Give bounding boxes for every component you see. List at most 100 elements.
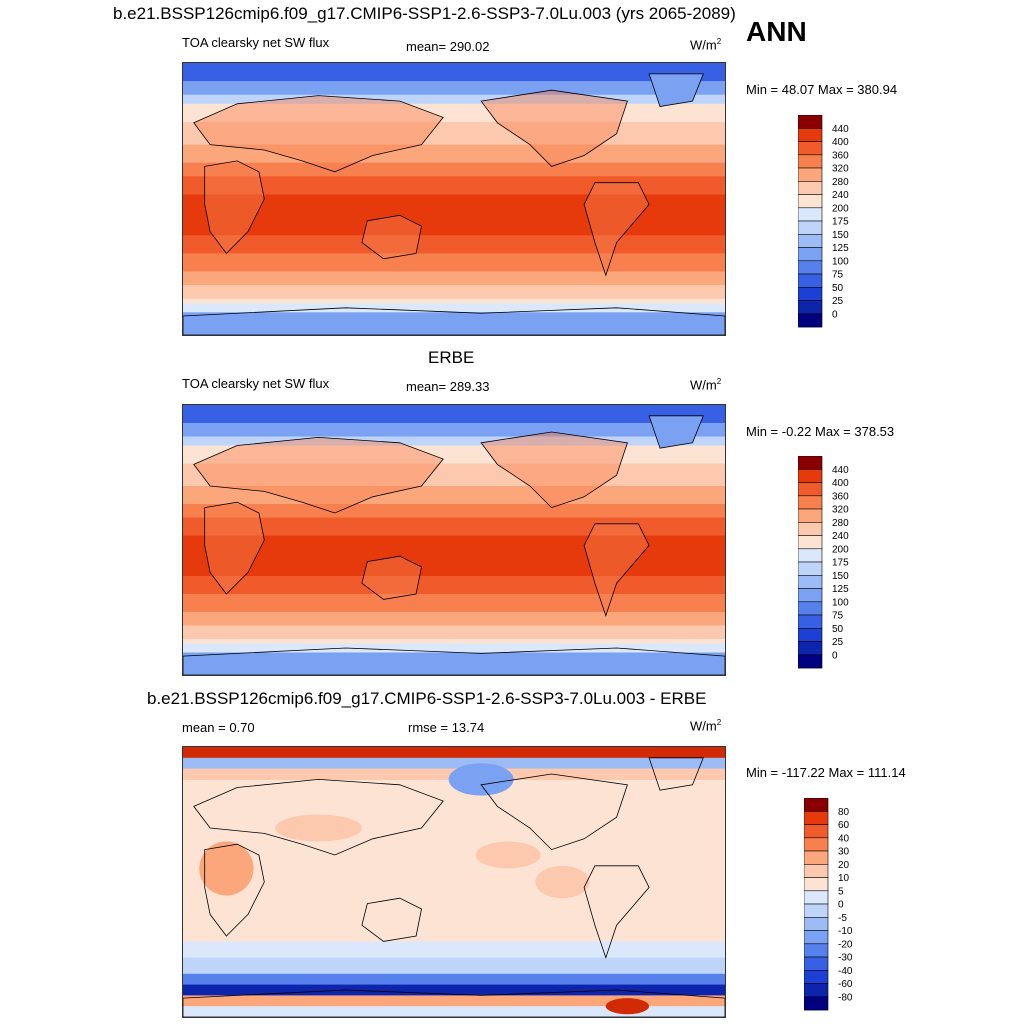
colorbar-tick-label: 0 [832, 650, 838, 661]
colorbar-tick-label: 100 [832, 256, 849, 267]
colorbar-swatch [803, 970, 829, 984]
panel2-units: W/m2 [690, 377, 722, 393]
panel2-mean-label: mean= 289.33 [406, 379, 490, 394]
colorbar-swatch [803, 903, 829, 918]
colorbar-tick-label: 320 [832, 164, 849, 175]
panel2-minmax: Min = -0.22 Max = 378.53 [746, 424, 895, 439]
colorbar-swatch [797, 508, 823, 523]
panel3-title: b.e21.BSSP126cmip6.f09_g17.CMIP6-SSP1-2.… [147, 689, 707, 708]
colorbar-swatch [803, 943, 829, 958]
colorbar-tick-label: 60 [838, 820, 850, 831]
colorbar-swatch [797, 207, 823, 222]
colorbar-swatch [797, 535, 823, 550]
panel2-colorbar: 440 400 360 320 280 240 200 175 150 125 100 75 50 25 0 [797, 455, 888, 676]
colorbar-swatch [803, 877, 829, 892]
colorbar-swatch [797, 154, 823, 169]
colorbar-tick-label: 150 [832, 571, 849, 582]
panel3-map [182, 746, 726, 1018]
colorbar-tick-label: 10 [838, 873, 850, 884]
colorbar-swatch [797, 641, 823, 656]
colorbar-swatch [797, 167, 823, 182]
colorbar-swatch [803, 811, 829, 825]
colorbar-tick-label: 280 [832, 177, 849, 188]
colorbar-swatch [797, 194, 823, 209]
colorbar-swatch [797, 220, 823, 235]
colorbar-tick-label: 240 [832, 190, 849, 201]
colorbar-tick-label: 50 [832, 624, 844, 635]
page-title: b.e21.BSSP126cmip6.f09_g17.CMIP6-SSP1-2.… [113, 4, 736, 23]
colorbar-swatch [803, 996, 829, 1011]
colorbar-swatch [797, 482, 823, 497]
colorbar-tick-label: 320 [832, 505, 849, 516]
colorbar-swatch [803, 824, 829, 839]
panel3-mean-label: mean = 0.70 [182, 720, 255, 735]
colorbar-tick-label: 280 [832, 518, 849, 529]
panel3-minmax: Min = -117.22 Max = 111.14 [746, 765, 906, 780]
colorbar-swatch [797, 588, 823, 603]
colorbar-tick-label: 50 [832, 283, 844, 294]
colorbar-tick-label: 440 [832, 124, 849, 135]
colorbar-tick-label: 360 [832, 491, 849, 502]
colorbar-swatch [797, 548, 823, 563]
colorbar-tick-label: 440 [832, 465, 849, 476]
colorbar-tick-label: 400 [832, 137, 849, 148]
panel1-units: W/m2 [690, 37, 722, 53]
colorbar-tick-label: 0 [832, 309, 838, 320]
colorbar-tick-label: 0 [838, 900, 844, 911]
colorbar-swatch [797, 614, 823, 629]
panel1-variable-label: TOA clearsky net SW flux [182, 35, 330, 50]
colorbar-swatch [797, 561, 823, 576]
colorbar-tick-label: 25 [832, 296, 844, 307]
colorbar-swatch [797, 495, 823, 510]
colorbar-tick-label: 125 [832, 243, 849, 254]
colorbar-swatch [797, 455, 823, 470]
panel1-map [182, 62, 726, 336]
panel3-colorbar: 80 60 40 30 20 10 5 0 -5 -10 -20 -30 -40 -60 -80 [803, 797, 894, 1018]
panel2-map [182, 404, 726, 676]
colorbar-tick-label: -5 [838, 913, 847, 924]
colorbar-tick-label: 80 [838, 807, 850, 818]
colorbar-swatch [797, 575, 823, 589]
colorbar-tick-label: 100 [832, 597, 849, 608]
colorbar-swatch [797, 247, 823, 262]
colorbar-swatch [803, 837, 829, 852]
colorbar-swatch [797, 114, 823, 129]
colorbar-tick-label: 175 [832, 217, 849, 228]
colorbar-swatch [797, 654, 823, 669]
colorbar-swatch [797, 313, 823, 328]
colorbar-tick-label: -20 [838, 939, 853, 950]
panel3-rmse-label: rmse = 13.74 [408, 720, 485, 735]
colorbar-swatch [803, 864, 829, 878]
colorbar-swatch [803, 797, 829, 812]
colorbar-swatch [797, 300, 823, 315]
colorbar-tick-label: 25 [832, 637, 844, 648]
panel1-mean-label: mean= 290.02 [406, 39, 490, 54]
colorbar-tick-label: 75 [832, 270, 844, 281]
colorbar-swatch [797, 628, 823, 642]
panel3-units: W/m2 [690, 718, 722, 734]
colorbar-tick-label: 240 [832, 531, 849, 542]
colorbar-swatch [797, 522, 823, 536]
colorbar-swatch [797, 287, 823, 301]
colorbar-swatch [797, 141, 823, 156]
colorbar-swatch [803, 930, 829, 945]
colorbar-swatch [797, 128, 823, 142]
colorbar-swatch [803, 890, 829, 905]
colorbar-tick-label: 5 [838, 886, 844, 897]
panel1-colorbar: 440 400 360 320 280 240 200 175 150 125 100 75 50 25 0 [797, 114, 888, 335]
colorbar-swatch [797, 469, 823, 483]
colorbar-tick-label: -40 [838, 966, 853, 977]
colorbar-swatch [803, 956, 829, 971]
panel2-variable-label: TOA clearsky net SW flux [182, 376, 330, 391]
colorbar-swatch [803, 983, 829, 998]
colorbar-tick-label: 125 [832, 584, 849, 595]
colorbar-tick-label: 40 [838, 833, 850, 844]
colorbar-tick-label: 75 [832, 611, 844, 622]
colorbar-swatch [797, 601, 823, 616]
colorbar-tick-label: -10 [838, 926, 853, 937]
colorbar-tick-label: 150 [832, 230, 849, 241]
colorbar-swatch [797, 273, 823, 288]
colorbar-swatch [797, 234, 823, 248]
colorbar-tick-label: -60 [838, 979, 853, 990]
colorbar-swatch [797, 181, 823, 195]
